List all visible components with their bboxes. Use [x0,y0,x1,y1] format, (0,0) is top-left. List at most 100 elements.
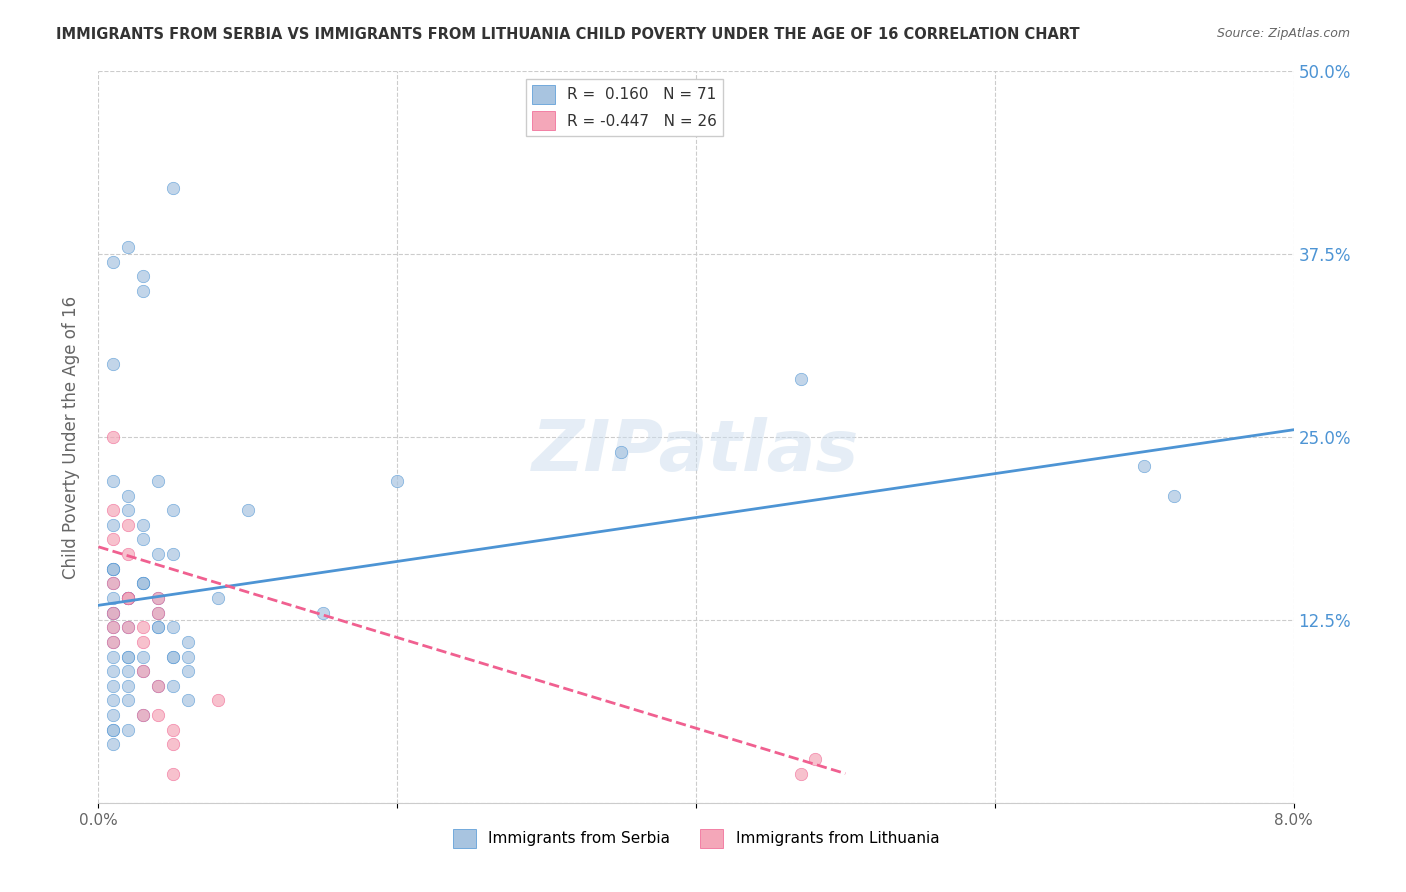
Point [177,649,200,664]
Point [148,679,170,693]
Point [103,679,125,693]
Point [132,708,155,723]
Point [103,723,125,737]
Point [117,591,139,605]
Point [236,503,259,517]
Point [103,635,125,649]
Point [103,562,125,576]
Point [148,679,170,693]
Point [132,664,155,678]
Point [162,547,184,561]
Point [117,649,139,664]
Point [162,649,184,664]
Point [177,635,200,649]
Point [132,269,155,284]
Point [1133,459,1156,474]
Point [1163,489,1185,503]
Y-axis label: Child Poverty Under the Age of 16: Child Poverty Under the Age of 16 [62,295,80,579]
Point [103,357,125,371]
Point [132,533,155,547]
Point [148,547,170,561]
Point [103,620,125,634]
Legend: Immigrants from Serbia, Immigrants from Lithuania: Immigrants from Serbia, Immigrants from … [447,822,945,854]
Point [148,591,170,605]
Point [148,620,170,634]
Point [148,474,170,488]
Point [132,708,155,723]
Point [103,533,125,547]
Point [162,503,184,517]
Point [103,562,125,576]
Point [103,576,125,591]
Point [789,371,811,385]
Point [162,737,184,751]
Point [117,517,139,532]
Point [385,474,409,488]
Text: IMMIGRANTS FROM SERBIA VS IMMIGRANTS FROM LITHUANIA CHILD POVERTY UNDER THE AGE : IMMIGRANTS FROM SERBIA VS IMMIGRANTS FRO… [56,27,1080,42]
Point [610,444,633,458]
Point [117,591,139,605]
Point [103,254,125,268]
Point [117,503,139,517]
Point [117,649,139,664]
Point [117,679,139,693]
Point [148,606,170,620]
Point [162,679,184,693]
Point [132,576,155,591]
Point [117,693,139,707]
Point [117,489,139,503]
Point [789,766,811,780]
Point [804,752,827,766]
Point [103,620,125,634]
Point [148,708,170,723]
Point [162,766,184,780]
Point [117,240,139,254]
Text: ZIPatlas: ZIPatlas [533,417,859,486]
Point [103,737,125,751]
Point [103,474,125,488]
Point [132,635,155,649]
Point [177,693,200,707]
Point [103,517,125,532]
Point [148,606,170,620]
Point [117,723,139,737]
Point [132,664,155,678]
Point [117,620,139,634]
Point [117,591,139,605]
Point [103,708,125,723]
Point [162,620,184,634]
Point [207,591,229,605]
Point [132,620,155,634]
Point [103,562,125,576]
Point [103,591,125,605]
Point [103,430,125,444]
Point [103,606,125,620]
Point [162,723,184,737]
Point [103,576,125,591]
Point [117,591,139,605]
Point [103,503,125,517]
Point [103,664,125,678]
Point [103,693,125,707]
Point [148,620,170,634]
Point [132,517,155,532]
Point [117,591,139,605]
Point [103,649,125,664]
Point [117,547,139,561]
Text: Source: ZipAtlas.com: Source: ZipAtlas.com [1216,27,1350,40]
Point [148,591,170,605]
Point [103,635,125,649]
Point [207,693,229,707]
Point [132,576,155,591]
Point [162,649,184,664]
Point [177,664,200,678]
Point [117,664,139,678]
Point [132,649,155,664]
Point [311,606,333,620]
Point [103,606,125,620]
Point [103,723,125,737]
Point [132,284,155,298]
Point [117,591,139,605]
Point [103,606,125,620]
Point [132,576,155,591]
